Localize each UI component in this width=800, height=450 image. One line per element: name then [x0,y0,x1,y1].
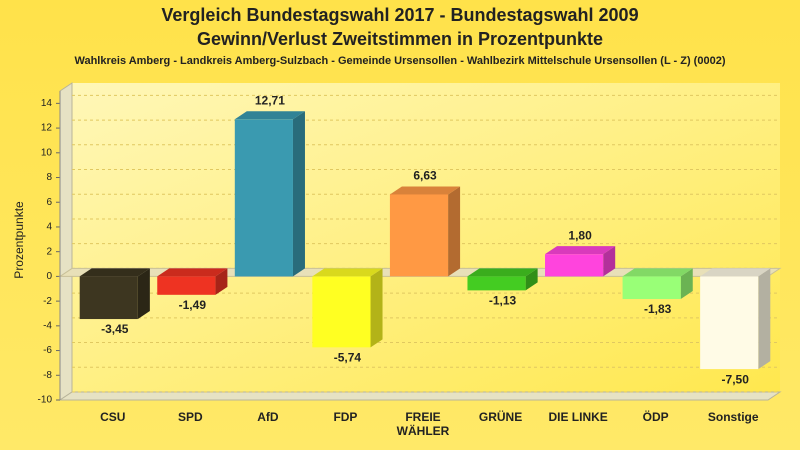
bar-top [79,268,150,277]
bar [157,276,216,295]
bar-side [215,268,228,295]
x-tick-label: CSU [100,410,125,424]
x-tick-label: ÖDP [643,409,669,424]
bar [545,254,604,277]
bar-side [680,268,693,300]
bar [622,276,681,300]
bar-side [525,268,538,291]
bar-top [312,268,383,277]
value-label: -1,49 [179,298,207,312]
y-tick-label: -8 [43,370,52,381]
bar [79,276,138,320]
x-tick-label: AfD [257,410,279,424]
y-tick-label: -4 [43,320,52,331]
y-tick-label: 6 [46,197,52,208]
value-label: -1,83 [644,302,672,316]
y-tick-label: -2 [43,296,52,307]
x-tick-label: DIE LINKE [548,410,607,424]
x-tick-label: SPD [178,410,203,424]
y-tick-label: 14 [41,98,53,109]
bar-top [467,268,538,277]
bar-top [545,246,616,255]
bar-top [389,186,461,195]
y-tick-label: -10 [38,395,53,406]
y-tick-label: 12 [41,123,53,134]
bar-side [292,111,305,277]
value-label: 1,80 [568,228,592,242]
floor [58,391,782,401]
value-label: 6,63 [413,169,437,183]
bar-top [234,111,305,120]
y-tick-label: 8 [46,172,52,183]
y-tick-label: -6 [43,345,52,356]
bar-top [622,268,693,277]
value-label: -3,45 [101,322,129,336]
value-label: -7,50 [722,372,750,386]
bar-side [758,268,771,370]
value-label: 12,71 [255,93,285,107]
bar-side [370,268,383,348]
value-label: -1,13 [489,294,517,308]
x-tick-label: GRÜNE [479,409,522,424]
bar-side [448,186,461,277]
y-tick-label: 10 [41,147,53,158]
bar-side [603,246,616,277]
bar [312,276,371,348]
bar-top [157,268,228,277]
chart-caption: Wahlkreis Amberg - Landkreis Amberg-Sulz… [75,55,726,67]
left-wall [59,82,73,401]
chart-title: Vergleich Bundestagswahl 2017 - Bundesta… [161,5,638,25]
x-tick-label: Sonstige [708,410,759,424]
bar [467,276,526,291]
bar-side [137,268,150,320]
bar-top [700,268,771,277]
chart-subtitle: Gewinn/Verlust Zweitstimmen in Prozentpu… [197,29,603,49]
x-tick-label: FREIE WÄHLER [397,410,450,438]
bar [389,194,449,277]
bar [234,119,293,277]
y-tick-label: 0 [46,271,52,282]
y-tick-label: 4 [46,222,52,233]
bar [700,276,759,370]
value-label: -5,74 [334,351,362,365]
y-axis-label: Prozentpunkte [12,201,26,279]
x-tick-label: FDP [333,410,357,424]
y-tick-label: 2 [46,246,52,257]
